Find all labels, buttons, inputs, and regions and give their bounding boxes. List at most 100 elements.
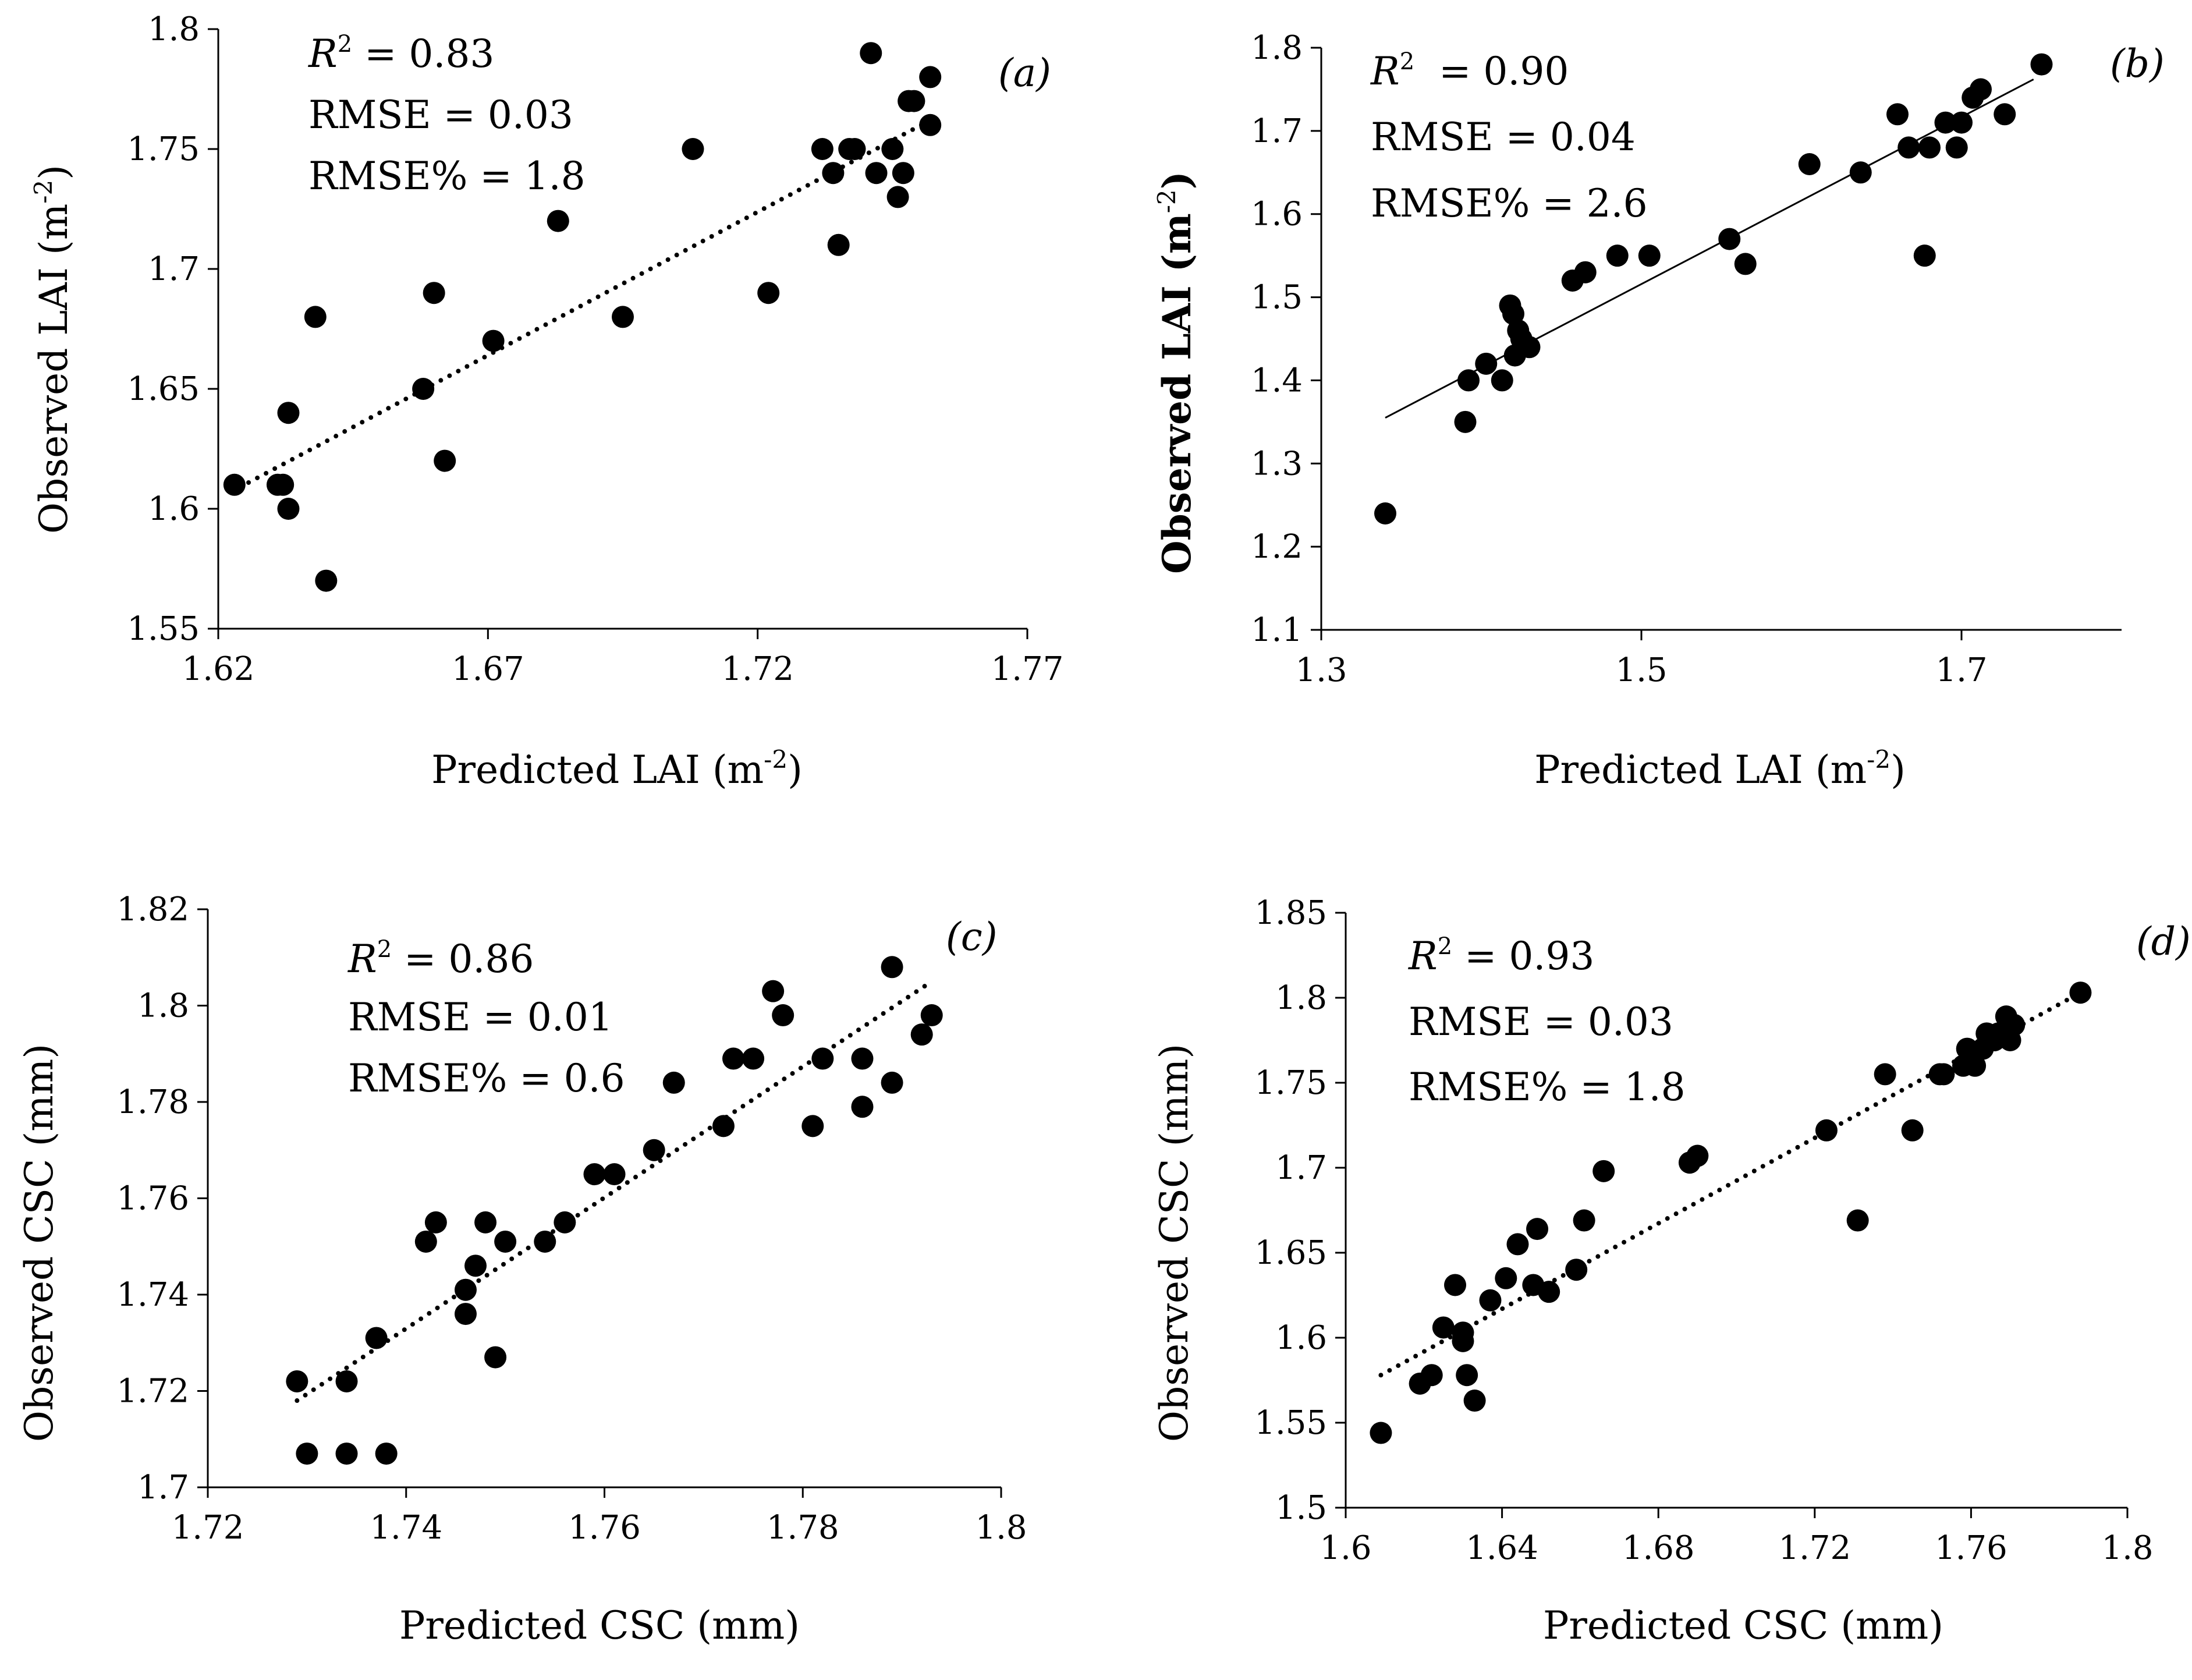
data-point <box>1913 244 1936 267</box>
y-tick-label: 1.55 <box>127 610 200 648</box>
x-tick-label: 1.5 <box>1615 651 1667 689</box>
r2-label: R2 = 0.86 <box>347 936 534 981</box>
data-point <box>1463 1390 1486 1412</box>
data-point <box>1970 78 1992 101</box>
x-tick-label: 1.8 <box>2101 1529 2153 1567</box>
data-point <box>712 1115 735 1137</box>
panel-c: 1.72 1.74 1.76 1.78 1.81.71.721.741.761.781.… <box>17 891 1027 1648</box>
data-point <box>1886 103 1909 126</box>
data-point <box>811 138 833 160</box>
y-tick-label: 1.7 <box>1251 112 1303 150</box>
x-tick-label: 1.76 <box>568 1509 641 1547</box>
data-point <box>484 1346 507 1369</box>
data-point <box>454 1303 477 1325</box>
data-point <box>1444 1274 1467 1296</box>
data-point <box>612 306 634 328</box>
data-point <box>682 138 704 160</box>
data-point <box>1432 1316 1455 1339</box>
y-axis-title-c: Observed CSC (mm) <box>17 1044 62 1442</box>
r2-label: R2 = 0.83 <box>308 31 494 76</box>
data-point <box>365 1327 388 1349</box>
y-tick-label: 1.78 <box>116 1083 189 1121</box>
data-point <box>1574 261 1597 283</box>
data-point <box>1918 136 1941 159</box>
y-tick-label: 1.8 <box>137 987 189 1025</box>
data-point <box>1950 111 1973 134</box>
x-tick-label: 1.68 <box>1622 1529 1695 1567</box>
y-tick-label: 1.2 <box>1251 528 1303 566</box>
data-point <box>1475 352 1498 375</box>
data-point <box>1964 1054 1987 1077</box>
data-point <box>1734 253 1757 275</box>
panel-label-b: (b) <box>2110 41 2165 86</box>
y-tick-label: 1.8 <box>1275 979 1327 1017</box>
axes-d <box>1345 913 2127 1509</box>
r2-label: R2 = 0.93 <box>1408 933 1594 979</box>
data-point <box>454 1278 477 1301</box>
axes-b <box>1320 48 2122 631</box>
data-point <box>1934 111 1957 134</box>
data-point <box>286 1370 308 1392</box>
x-axis-title-b: Predicted LAI (m-2) <box>1534 745 1906 792</box>
y-tick-label: 1.75 <box>127 130 200 168</box>
panel-label-d: (d) <box>2136 919 2191 964</box>
data-point <box>547 210 569 232</box>
y-tick-label: 1.6 <box>1251 196 1303 233</box>
y-tick-label: 1.65 <box>127 370 200 408</box>
data-point <box>603 1163 626 1186</box>
points-d <box>1370 981 2092 1444</box>
x-tick-label: 1.74 <box>370 1509 442 1547</box>
data-point <box>1798 153 1821 175</box>
x-tick-label: 1.8 <box>975 1509 1027 1547</box>
data-point <box>1956 1037 1978 1060</box>
y-tick-label: 1.5 <box>1251 279 1303 317</box>
data-point <box>494 1230 517 1253</box>
y-axis-title-b: Observed LAI (m-2) <box>1152 171 1200 574</box>
x-tick-label: 1.62 <box>182 650 255 688</box>
data-point <box>910 1023 933 1046</box>
data-point <box>534 1230 556 1253</box>
r2-label: R2 = 0.90 <box>1370 48 1569 94</box>
data-point <box>1686 1144 1709 1167</box>
y-axis-title-d: Observed CSC (mm) <box>1152 1044 1197 1442</box>
data-point <box>1457 369 1480 392</box>
data-point <box>482 329 505 352</box>
x-tick-label: 1.7 <box>1935 651 1987 689</box>
data-point <box>434 449 456 472</box>
rmse-label: RMSE = 0.03 <box>1409 1000 1673 1044</box>
data-point <box>2069 981 2092 1004</box>
data-point <box>1518 336 1541 359</box>
data-point <box>554 1211 576 1234</box>
x-tick-label: 1.3 <box>1295 651 1347 689</box>
data-point <box>1573 1209 1595 1232</box>
data-point <box>1565 1259 1588 1281</box>
data-point <box>860 42 882 65</box>
data-point <box>1901 1119 1924 1142</box>
data-point <box>851 1047 874 1070</box>
data-point <box>801 1115 824 1137</box>
rmse-pct-label: RMSE% = 1.8 <box>308 154 586 199</box>
data-point <box>881 138 904 160</box>
data-point <box>822 162 845 185</box>
data-point <box>1370 1422 1392 1444</box>
data-point <box>851 1096 874 1118</box>
rmse-label: RMSE = 0.01 <box>348 995 613 1040</box>
y-tick-label: 1.85 <box>1254 894 1327 932</box>
points-a <box>223 42 942 592</box>
data-point <box>1456 1364 1478 1387</box>
rmse-pct-label: RMSE% = 2.6 <box>1371 181 1648 226</box>
axes-a <box>217 29 1027 630</box>
data-point <box>722 1047 744 1070</box>
x-tick-label: 1.72 <box>172 1509 244 1547</box>
data-point <box>474 1211 497 1234</box>
x-tick-label: 1.64 <box>1466 1529 1538 1567</box>
panel-label-a: (a) <box>998 51 1051 95</box>
x-tick-label: 1.76 <box>1935 1529 2007 1567</box>
data-point <box>414 1230 437 1253</box>
data-point <box>1994 103 2016 126</box>
ticks-b: 1.3 1.5 1.7 1.1 1.2 1.3 1.4 1.5 1.6 1.7 1.8 <box>1251 29 1988 689</box>
ticks-a: 1.62 1.67 1.72 1.77 1.55 1.6 1.65 1.7 1.75 1.8 <box>127 10 1063 688</box>
data-point <box>1638 244 1661 267</box>
data-point <box>1538 1281 1560 1303</box>
